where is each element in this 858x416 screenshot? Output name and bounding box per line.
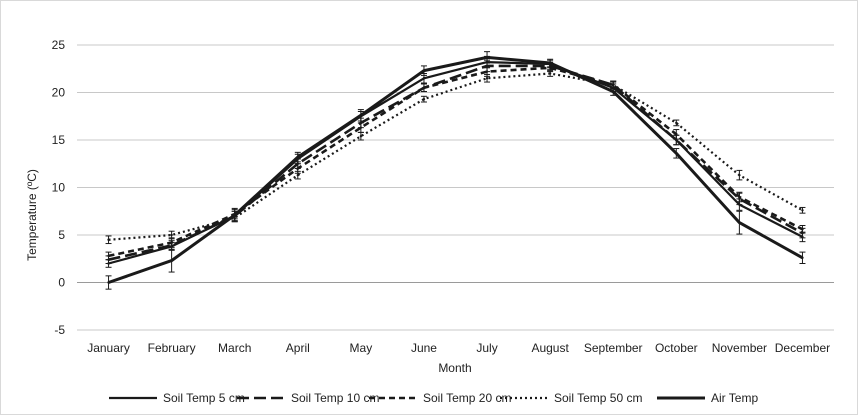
legend-item: Soil Temp 5 cm	[109, 391, 245, 405]
x-tick-label: July	[476, 341, 497, 355]
error-bar	[673, 119, 680, 127]
error-bar	[799, 251, 806, 264]
x-tick-label: March	[218, 341, 251, 355]
error-bar	[105, 275, 112, 290]
x-tick-label: April	[286, 341, 310, 355]
y-tick-label: 5	[58, 228, 65, 242]
x-tick-label: May	[350, 341, 373, 355]
error-bar	[420, 83, 427, 93]
legend-label: Soil Temp 20 cm	[423, 391, 511, 405]
error-bar	[673, 129, 680, 140]
error-bars	[105, 51, 806, 290]
error-bar	[547, 58, 554, 68]
legend-item: Soil Temp 10 cm	[237, 391, 379, 405]
x-tick-label: January	[87, 341, 130, 355]
series-line	[108, 55, 804, 284]
error-bar	[294, 151, 301, 163]
x-tick-label: September	[584, 341, 643, 355]
legend-label: Soil Temp 10 cm	[291, 391, 379, 405]
error-bar	[736, 210, 743, 235]
data-series	[107, 55, 804, 284]
y-tick-label: 25	[52, 38, 66, 52]
legend: Soil Temp 5 cm Soil Temp 10 cm Soil Temp 2…	[109, 391, 758, 405]
error-bar	[484, 73, 491, 83]
error-bar	[357, 131, 364, 141]
series-line	[108, 72, 804, 241]
error-bar	[610, 87, 617, 96]
error-bar	[547, 70, 554, 77]
x-tick-label: August	[531, 341, 569, 355]
y-axis-title: Temperature (ºC)	[25, 169, 39, 261]
y-tick-label: 20	[52, 86, 66, 100]
legend-label: Soil Temp 50 cm	[554, 391, 642, 405]
error-bar	[105, 251, 112, 261]
error-bar	[168, 248, 175, 273]
x-axis-title: Month	[438, 361, 471, 375]
error-bar	[420, 95, 427, 103]
error-bar	[736, 191, 743, 203]
error-bar	[799, 206, 806, 214]
x-tick-label: November	[712, 341, 767, 355]
error-bar	[673, 148, 680, 159]
error-bar	[420, 65, 427, 76]
legend-item: Soil Temp 20 cm	[369, 391, 511, 405]
legend-label: Air Temp	[711, 391, 758, 405]
x-tick-label: February	[148, 341, 196, 355]
y-axis-tick-labels: 25 20 15 10 5 0 -5	[52, 38, 66, 337]
error-bar	[484, 51, 491, 64]
series-line	[108, 66, 804, 258]
y-tick-label: -5	[54, 323, 65, 337]
error-bar	[736, 169, 743, 181]
error-bar	[294, 170, 301, 180]
legend-item: Air Temp	[657, 391, 758, 405]
y-tick-label: 0	[58, 276, 65, 290]
legend-label: Soil Temp 5 cm	[163, 391, 245, 405]
error-bar	[231, 207, 238, 223]
error-bar	[105, 235, 112, 245]
x-tick-label: December	[775, 341, 830, 355]
x-tick-label: June	[411, 341, 437, 355]
x-axis-tick-labels: January February March April May June July Augu…	[87, 341, 830, 355]
legend-item: Soil Temp 50 cm	[500, 391, 642, 405]
x-tick-label: October	[655, 341, 698, 355]
error-bar	[168, 230, 175, 240]
error-bar	[799, 225, 806, 234]
error-bar	[357, 109, 364, 122]
y-tick-label: 10	[52, 181, 66, 195]
y-tick-label: 15	[52, 133, 66, 147]
gridlines	[77, 44, 834, 331]
